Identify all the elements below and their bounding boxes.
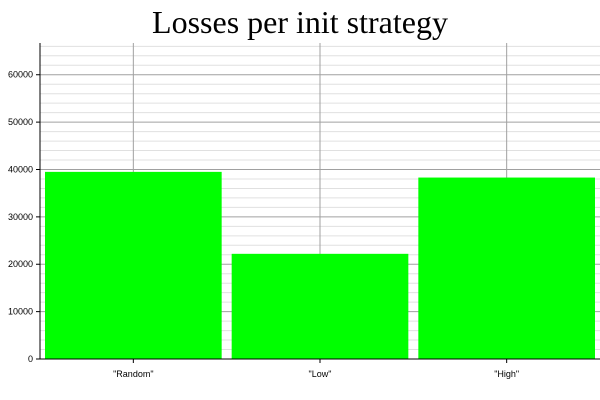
bar-0	[45, 171, 222, 359]
bar-1	[231, 253, 409, 359]
tick-labels: 0 10000 20000 30000 40000 50000 60000 "Random" "…	[8, 70, 519, 379]
y-tick-label: 20000	[8, 259, 33, 269]
y-tick-label: 60000	[8, 70, 33, 80]
y-tick-label: 0	[28, 354, 33, 364]
bars	[45, 171, 595, 359]
x-tick-label: "Low"	[309, 369, 332, 379]
y-tick-label: 40000	[8, 164, 33, 174]
axes	[36, 43, 600, 363]
x-tick-label: "High"	[494, 369, 519, 379]
y-tick-label: 50000	[8, 117, 33, 127]
chart-title: Losses per init strategy	[152, 4, 448, 40]
y-tick-label: 30000	[8, 212, 33, 222]
bar-2	[418, 177, 595, 359]
x-tick-label: "Random"	[113, 369, 153, 379]
y-tick-label: 10000	[8, 307, 33, 317]
